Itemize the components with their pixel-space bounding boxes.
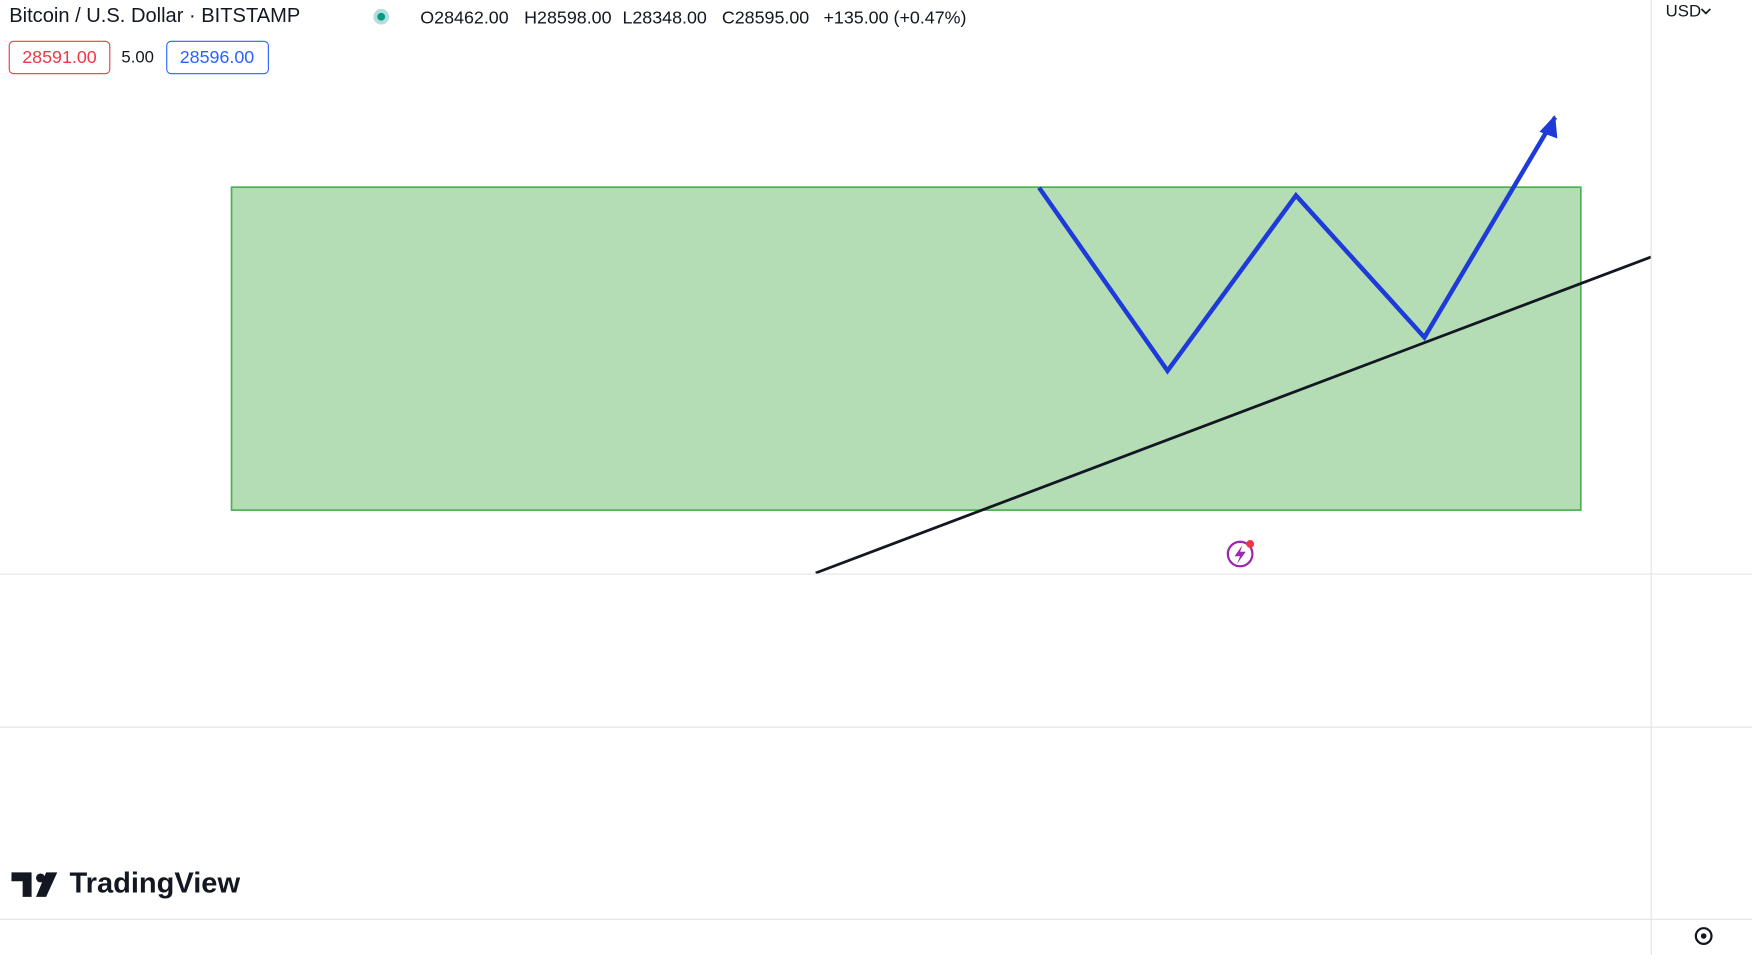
brand-logo [11,872,58,897]
ohlc-change: +135.00 (+0.47%) [824,8,967,28]
projection-path [1037,116,1558,375]
buy-button[interactable] [166,40,269,75]
range-zone [230,186,1582,511]
sell-button[interactable] [8,40,111,75]
symbol-title: Bitcoin / U.S. Dollar · BITSTAMP [9,5,300,27]
ohlc-high: H28598.00 [524,8,611,28]
projection-arrowhead [1539,115,1558,139]
status-dot-core [377,12,386,21]
ohlc-open: O28462.00 [420,8,508,28]
bid-price[interactable]: 28591.00 [22,47,97,67]
currency-caret[interactable] [1700,8,1711,15]
ohlc-close: C28595.00 [722,8,809,28]
ask-price[interactable]: 28596.00 [180,47,255,67]
trend-line [815,255,1652,575]
spread: 5.00 [121,48,154,67]
settings-icon[interactable] [1694,927,1713,945]
ohlc-low: L28348.00 [622,8,706,28]
alert-icon [1226,540,1255,568]
brand-name: TradingView [70,867,241,899]
currency-selector[interactable]: USD [1666,2,1701,21]
